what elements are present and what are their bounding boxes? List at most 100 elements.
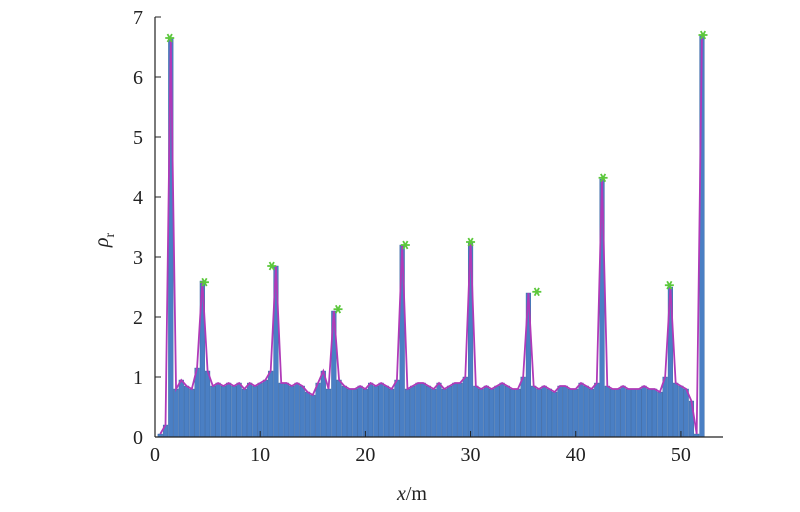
bar (620, 385, 626, 438)
bar (588, 388, 595, 438)
y-tick-label: 7 (133, 7, 143, 29)
bar (394, 379, 400, 438)
bar (489, 388, 495, 438)
bar (631, 388, 637, 438)
bar (683, 388, 689, 438)
bar (504, 385, 510, 438)
y-axis-ticks: 0 1 2 3 4 5 6 7 (133, 7, 161, 449)
bar (252, 385, 258, 438)
bar (441, 388, 447, 438)
peak-marker (400, 240, 410, 250)
x-tick-label: 20 (355, 444, 375, 466)
bar (478, 388, 484, 438)
x-tick-label: 50 (671, 444, 691, 466)
bar (178, 379, 184, 438)
bar (604, 385, 610, 438)
bar (436, 382, 442, 438)
bar (236, 382, 242, 438)
bar (378, 382, 384, 438)
axes (154, 17, 723, 438)
bar (294, 382, 300, 438)
peak-marker (532, 287, 542, 297)
bar (678, 385, 684, 438)
bar (383, 385, 389, 438)
bar (404, 388, 411, 438)
bar (241, 388, 247, 438)
bar (636, 388, 642, 438)
bar (268, 370, 274, 438)
bar (536, 388, 542, 438)
x-tick-label: 40 (566, 444, 586, 466)
bar (515, 388, 521, 438)
bar (578, 382, 584, 438)
bar (641, 385, 647, 438)
peak-marker (165, 33, 175, 43)
bar (262, 379, 269, 438)
x-axis-ticks: 0 10 20 30 40 50 (150, 431, 691, 466)
bar (373, 385, 379, 438)
y-tick-label: 2 (133, 307, 143, 329)
bar (410, 385, 416, 438)
bar (531, 385, 537, 438)
bar (226, 382, 232, 438)
bar (315, 382, 321, 438)
bar (352, 388, 358, 438)
bar (552, 391, 558, 438)
bar (483, 385, 489, 438)
bar (362, 388, 368, 438)
bar (573, 388, 579, 438)
bar (415, 382, 421, 438)
bar (431, 388, 437, 438)
bar (347, 388, 353, 438)
bar (609, 388, 616, 438)
bar-series (157, 34, 705, 438)
bar (594, 382, 600, 438)
bar (652, 388, 658, 438)
bar (557, 385, 563, 438)
bar (325, 388, 332, 438)
bar (183, 385, 190, 438)
bar (673, 382, 679, 438)
peak-marker (598, 173, 608, 183)
bar (446, 385, 453, 438)
bar (420, 382, 426, 438)
bar (615, 388, 621, 438)
bar (625, 388, 631, 438)
bar (320, 370, 326, 438)
bar (304, 391, 311, 438)
peak-marker (267, 261, 277, 271)
bar (494, 385, 500, 438)
bar (583, 385, 589, 438)
bar (462, 376, 468, 438)
bar (389, 388, 395, 438)
bar (510, 388, 516, 438)
x-axis-label: x/m (396, 483, 427, 505)
bar (368, 382, 374, 438)
x-tick-label: 30 (461, 444, 481, 466)
bar (341, 385, 347, 438)
bar (310, 394, 316, 438)
peak-markers (165, 30, 708, 314)
bar (231, 385, 237, 438)
bar (657, 391, 663, 438)
peak-marker (333, 304, 343, 314)
bar (499, 382, 505, 438)
y-tick-label: 1 (133, 367, 143, 389)
y-tick-label: 6 (133, 67, 143, 89)
bar (567, 388, 574, 438)
peak-marker (466, 237, 476, 247)
x-tick-label: 10 (250, 444, 270, 466)
peak-marker (199, 277, 209, 287)
bar (452, 382, 458, 438)
bar (289, 385, 295, 438)
y-tick-label: 4 (133, 187, 143, 209)
bar (173, 388, 179, 438)
bar (205, 370, 211, 438)
bar (215, 382, 221, 438)
bar (189, 388, 195, 438)
bar (457, 382, 463, 438)
x-tick-label: 0 (150, 444, 160, 466)
bar (541, 385, 547, 438)
bar (662, 376, 668, 438)
bar (473, 385, 479, 438)
